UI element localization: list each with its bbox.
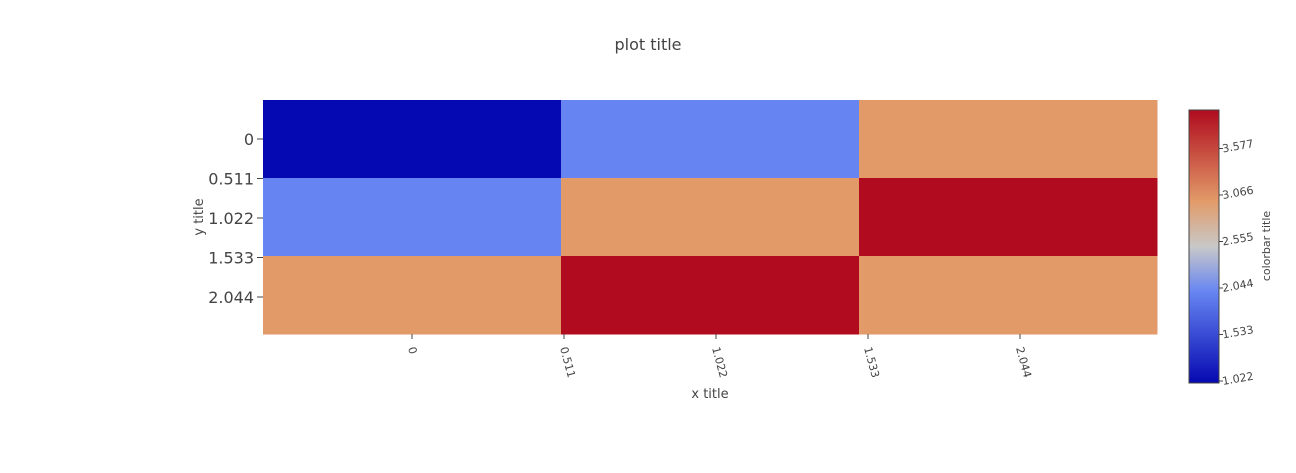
y-axis-title: y title <box>192 198 207 235</box>
chart-title: plot title <box>614 35 681 54</box>
x-tick-label: 0.511 <box>557 345 578 379</box>
x-tick-label: 1.022 <box>709 345 730 379</box>
colorbar-tick-label: 2.044 <box>1221 277 1254 295</box>
heatmap-cell <box>561 178 860 257</box>
y-tick-label: 0 <box>244 130 254 149</box>
colorbar-tick-label: 2.555 <box>1221 230 1254 248</box>
x-tick-label: 1.533 <box>861 345 882 379</box>
x-tick-label: 0 <box>405 345 419 355</box>
heatmap-cell <box>859 256 1158 335</box>
colorbar-tick-label: 3.066 <box>1221 184 1254 202</box>
colorbar-tick-label: 3.577 <box>1221 137 1254 155</box>
heatmap-cell <box>859 100 1158 179</box>
heatmap-cell <box>263 178 562 257</box>
y-tick-label: 1.533 <box>208 249 254 268</box>
y-tick-label: 1.022 <box>208 209 254 228</box>
heatmap-cell <box>263 100 562 179</box>
heatmap-cell <box>561 100 860 179</box>
heatmap-cells <box>263 100 1158 335</box>
colorbar-title: colorbar title <box>1260 211 1273 282</box>
heatmap-cell <box>263 256 562 335</box>
colorbar-tick-label: 1.022 <box>1221 370 1254 388</box>
x-axis-ticks: 0 0.511 1.022 1.533 2.044 <box>405 334 1034 379</box>
y-tick-label: 0.511 <box>208 170 254 189</box>
heatmap-cell <box>859 178 1158 257</box>
y-tick-label: 2.044 <box>208 288 254 307</box>
heatmap-cell <box>561 256 860 335</box>
colorbar-ticks: 1.022 1.533 2.044 2.555 3.066 3.577 <box>1219 137 1255 388</box>
x-tick-label: 2.044 <box>1013 345 1034 379</box>
y-axis-ticks: 0 0.511 1.022 1.533 2.044 <box>208 130 263 307</box>
colorbar <box>1188 109 1220 384</box>
colorbar-tick-label: 1.533 <box>1221 323 1254 341</box>
x-axis-title: x title <box>691 387 728 402</box>
